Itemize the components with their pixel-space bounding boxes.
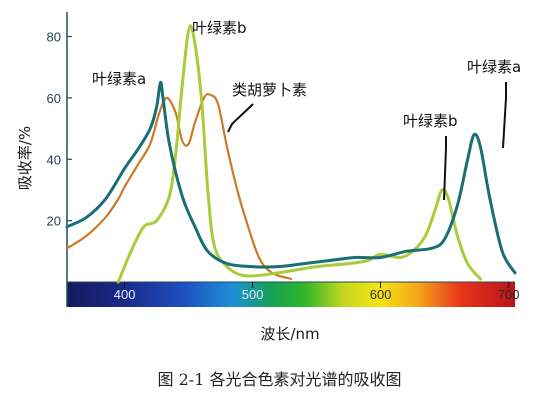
figure-caption: 图 2-1 各光合色素对光谱的吸收图	[157, 370, 402, 389]
x-axis-label: 波长/nm	[260, 325, 319, 343]
x-tick-label: 500	[242, 287, 264, 302]
spectrum-gradient	[67, 282, 515, 307]
data-series	[65, 24, 517, 284]
series-line-carotenoid	[65, 93, 293, 281]
annotation-leader-line	[443, 136, 447, 201]
y-axis-label: 吸收率/%	[16, 126, 34, 190]
visible-spectrum-bar	[67, 282, 515, 307]
x-tick-label: 700	[498, 287, 520, 302]
y-tick-label: 80	[47, 30, 61, 45]
y-tick-label: 60	[47, 91, 61, 106]
axes	[66, 12, 515, 307]
annotation-leader-line	[502, 82, 507, 149]
x-tick-label: 400	[114, 287, 136, 302]
annotation-label: 类胡萝卜素	[232, 81, 307, 99]
annotation-label: 叶绿素a	[467, 58, 521, 76]
annotation-label: 叶绿素a	[92, 70, 146, 88]
series-line-chlorophyll-a	[65, 80, 517, 275]
y-tick-label: 40	[47, 152, 61, 167]
tick-labels: 20 40 60 80 400 500 600 700	[47, 30, 520, 302]
annotation-label: 叶绿素b	[403, 112, 458, 130]
y-tick-label: 20	[47, 214, 61, 229]
annotation-leader-line	[227, 103, 254, 133]
x-tick-label: 600	[370, 287, 392, 302]
series-line-chlorophyll-b	[116, 24, 482, 284]
annotation-label: 叶绿素b	[192, 19, 247, 37]
